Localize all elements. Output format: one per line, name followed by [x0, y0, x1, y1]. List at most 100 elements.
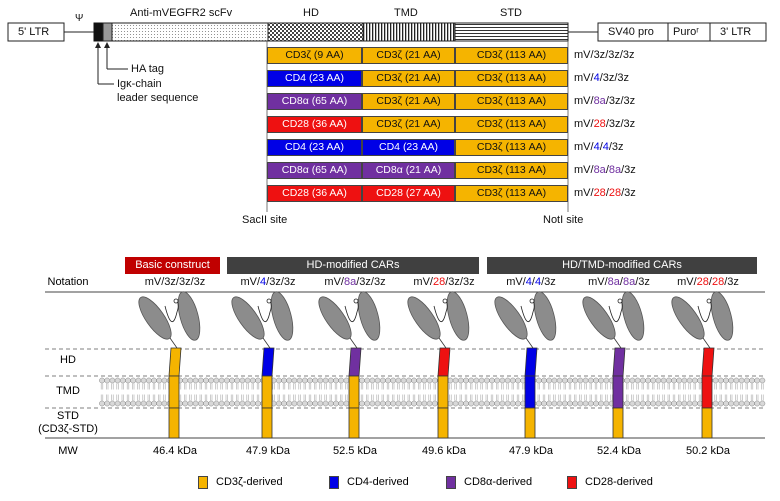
lipid-head: [291, 377, 298, 384]
linker-knot: [529, 298, 535, 304]
legend-swatch: [446, 476, 456, 489]
lipid-head: [447, 400, 454, 407]
lipid-head: [364, 377, 371, 384]
notation-part: /: [175, 276, 179, 288]
notation-part: mV/: [574, 95, 594, 107]
lipid-head: [275, 400, 282, 407]
scfv-vl-lobe: [270, 291, 294, 341]
notation-part: /: [599, 72, 603, 84]
psi-label: Ψ: [75, 13, 84, 24]
lipid-head: [457, 377, 464, 384]
lipid-head: [759, 400, 766, 407]
lipid-head: [717, 400, 724, 407]
lipid-head: [473, 400, 480, 407]
scfv-hinge-connector: [702, 337, 711, 349]
car-transmembrane-domain: [437, 375, 449, 409]
lipid-head: [749, 377, 755, 384]
car-signal-domain: [261, 407, 273, 439]
lipid-head: [187, 400, 194, 407]
lipid-head: [556, 400, 563, 407]
lipid-head: [421, 377, 428, 384]
banner-hd-modified: HD-modified CARs: [227, 257, 479, 274]
lipid-head: [541, 400, 547, 407]
lipid-head: [234, 400, 241, 407]
car-schematics: [138, 291, 734, 439]
notation-part: /3z: [621, 187, 636, 199]
lipid-head: [192, 400, 199, 407]
notation-part: mV/: [240, 276, 261, 288]
notation-part: /: [605, 164, 609, 176]
lipid-head: [639, 400, 646, 407]
lipid-head: [749, 400, 755, 407]
scfv-vl-lobe: [621, 291, 645, 341]
construct-notation: mV/8a/3z/3z: [574, 95, 635, 108]
notation-part: 4: [534, 276, 542, 288]
car-notation: mV/4/3z/3z: [240, 276, 295, 289]
legend-label: CD3ζ-derived: [216, 476, 283, 488]
hd-box: [267, 22, 364, 42]
lipid-head: [317, 377, 324, 384]
lipid-head: [478, 400, 485, 407]
car-molecular-weight: 46.4 kDa: [152, 445, 198, 457]
lipid-head: [468, 400, 475, 407]
notation-part: /3z: [619, 49, 635, 61]
lipid-head: [463, 400, 469, 407]
lipid-head: [296, 377, 303, 384]
row-label-std-line1: STD: [57, 410, 79, 422]
lipid-head: [379, 400, 386, 407]
scfv-hinge-connector: [438, 337, 447, 349]
lipid-head: [244, 400, 251, 407]
lipid-head: [223, 377, 230, 384]
lipid-head: [660, 377, 667, 384]
noti-site-text: NotI site: [543, 214, 584, 226]
lipid-head: [119, 377, 126, 384]
lipid-head: [338, 400, 345, 407]
lipid-head: [629, 377, 636, 384]
scfv-hinge-connector: [613, 337, 622, 349]
linker-knot: [442, 298, 448, 304]
lipid-head: [140, 377, 147, 384]
lipid-head: [603, 377, 610, 384]
notation-part: /3z: [614, 72, 630, 84]
lipid-head: [426, 377, 433, 384]
linker-knot: [173, 298, 179, 304]
lipid-head: [452, 377, 459, 384]
notation-part: mV/: [574, 118, 594, 130]
leader-box: [93, 22, 104, 42]
car-hinge-domain: [612, 347, 626, 377]
row-label-mw: MW: [58, 445, 78, 457]
legend-swatch: [567, 476, 577, 489]
lipid-head: [567, 400, 573, 407]
notation-part: /3z: [608, 141, 624, 153]
lipid-head: [723, 377, 729, 384]
lipid-head: [416, 400, 423, 407]
scfv-vh-lobe: [494, 296, 528, 340]
lipid-head: [229, 400, 235, 407]
std-header-label: STD: [500, 7, 522, 19]
lipid-head: [343, 377, 350, 384]
construct-tmd-segment: CD28 (27 AA): [362, 185, 455, 202]
lipid-head: [390, 400, 397, 407]
lipid-head: [457, 400, 464, 407]
car-molecular-weight: 52.5 kDa: [332, 445, 378, 457]
banner-hdtmd-modified: HD/TMD-modified CARs: [487, 257, 757, 274]
scfv-vl-lobe: [446, 291, 470, 341]
ltr5-box: [7, 22, 65, 42]
lipid-head: [192, 377, 199, 384]
lipid-head: [333, 400, 339, 407]
construct-notation: mV/4/3z/3z: [574, 72, 629, 85]
notation-part: /: [619, 276, 623, 288]
lipid-head: [681, 377, 688, 384]
notation-part: 8a: [593, 164, 606, 176]
lipid-head: [218, 377, 225, 384]
lipid-head: [463, 377, 469, 384]
linker-knot: [706, 298, 712, 304]
scfv-vh-lobe: [318, 296, 352, 340]
lipid-head: [551, 377, 558, 384]
notation-part: /3z: [190, 276, 206, 288]
lipid-head: [499, 400, 506, 407]
notation-part: /3z: [280, 276, 296, 288]
construct-std-segment: CD3ζ (113 AA): [455, 116, 568, 133]
lipid-head: [577, 377, 584, 384]
lipid-head: [676, 377, 683, 384]
